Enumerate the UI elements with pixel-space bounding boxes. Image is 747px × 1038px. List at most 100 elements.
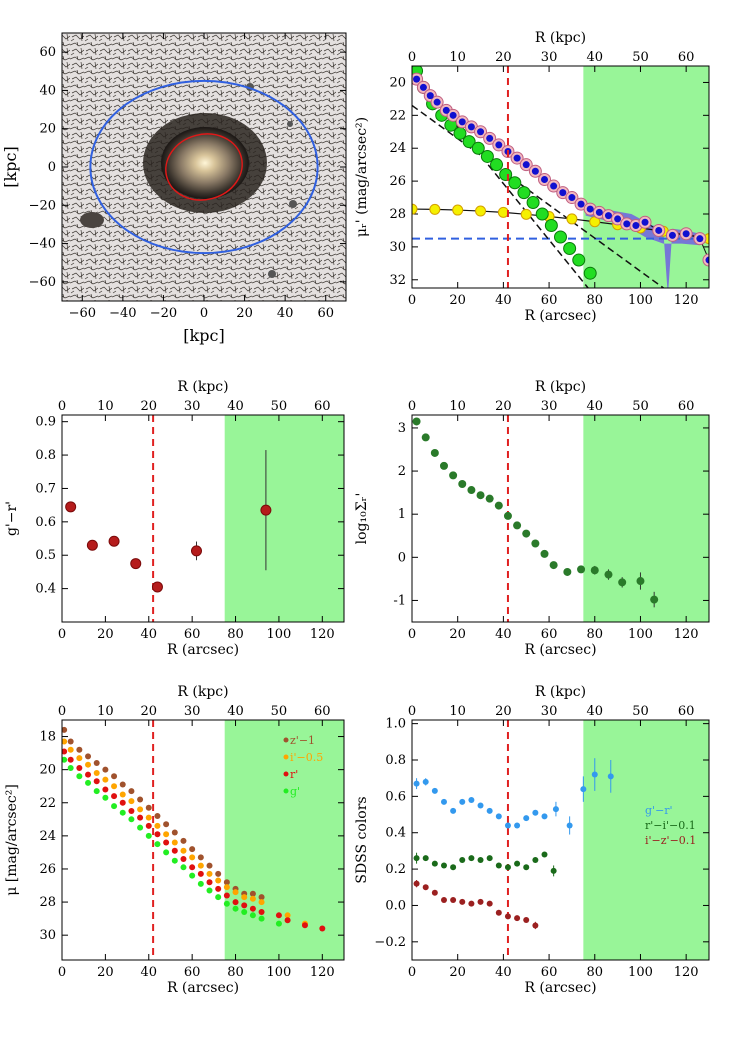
y-tick-label: 26 [389,174,406,189]
y-tick-label: -1 [393,593,406,608]
band-0-point [76,746,83,753]
x-tick-label: 80 [227,627,244,642]
g-r-point [260,504,272,516]
band-3-point [275,920,282,927]
r-band-point [577,200,585,208]
color-0-point [523,815,530,822]
x-tick-label: 0 [58,965,66,980]
g-r-point [65,501,77,513]
g-band-point [544,219,558,233]
g-r-series [65,450,272,593]
band-3-point [137,824,144,831]
y-tick-label: 0.7 [35,481,56,496]
x-tick-label: 60 [541,965,558,980]
r-band-point [541,175,549,183]
surface-density-point [540,549,549,558]
color-2-point [477,898,484,905]
shaded-region [224,720,344,960]
x-tick-label: −40 [109,306,136,321]
g-r-point [108,535,120,547]
color-0-point [495,813,502,820]
x-tick-label: 40 [140,965,157,980]
x-tick-label: 40 [277,306,294,321]
color-1-point [523,864,530,871]
g-r-point [130,558,142,570]
band-0-point [85,753,92,760]
top-tick-label: 50 [271,399,288,414]
r-band-point [604,212,612,220]
top-tick-label: 50 [632,50,649,65]
legend-marker [283,737,289,743]
y-tick-label: 1 [398,507,406,522]
top-axis-label: R (kpc) [177,379,228,395]
band-3-point [206,887,213,894]
y-tick-label: 0.8 [35,448,56,463]
y-tick-label: 0.2 [385,862,406,877]
color-0-point [514,822,521,829]
band-2-point [223,892,230,899]
y-tick-label: 0.4 [35,582,56,597]
band-2-point [215,885,222,892]
band-2-point [163,839,170,846]
band-2-series [62,748,326,932]
top-tick-label: 40 [227,704,244,719]
legend-marker [283,771,289,777]
r-band-point [568,194,576,202]
color-2-point [468,900,475,907]
color-0-point [532,809,539,816]
sdss-colors-panel: 0 20 40 60 80 100 120−0.20.00.20.40.60.81.00 10… [354,684,710,996]
x-tick-label: 40 [495,627,512,642]
band-1-point [223,884,230,891]
x-tick-label: 100 [267,627,292,642]
band-0-point [67,738,74,745]
x-tick-label: 100 [628,627,653,642]
galaxy-image-panel: −60 −40 −20 0 20 40 60 −60 −40 −20 0 20 40 60 [kpc] [kp… [1,32,347,345]
color-1-point [431,860,438,867]
band-1-point [171,839,178,846]
color-1-point [532,857,539,863]
band-2-point [206,879,213,886]
band-1-point [137,806,144,813]
r-band-point [614,215,622,223]
y-tick-label: 1.0 [385,717,406,732]
band-3-point [215,894,222,901]
band-3-point [197,880,204,887]
color-0-point [541,813,548,820]
band-1-point [62,738,68,745]
band-1-point [111,783,118,790]
x-tick-label: 100 [628,965,653,980]
g-band-point [563,242,577,256]
r-band-point [595,208,603,216]
band-3-point [119,809,126,816]
y-tick-label: 0.8 [385,753,406,768]
color-2-point [514,915,521,922]
top-tick-label: 40 [227,399,244,414]
star [289,200,297,208]
g-band-point [471,141,485,155]
band-0-point [102,766,109,773]
x-tick-label: 80 [586,293,603,308]
r-band-point [442,106,450,114]
band-1-point [163,831,170,838]
g-band-point [517,186,531,200]
halo-point [520,208,532,220]
color-0-point [413,780,420,787]
r-band-point [682,230,690,238]
surface-density-point [531,539,540,548]
surface-density-point [549,561,558,570]
y-tick-label: 18 [39,730,56,745]
x-tick-label: 80 [586,627,603,642]
color-1-point [504,864,511,871]
y-tick-label: −40 [29,237,56,252]
g-band-point [535,207,549,221]
x-tick-label: −20 [150,306,177,321]
band-1-point [284,912,291,919]
outer-ellipse [89,79,319,255]
surface-density-point [503,511,512,520]
g-r-point [151,581,163,593]
color-1-point [477,857,484,863]
r-band-point [486,134,494,142]
band-2-point [189,864,196,871]
band-0-series [62,726,265,901]
